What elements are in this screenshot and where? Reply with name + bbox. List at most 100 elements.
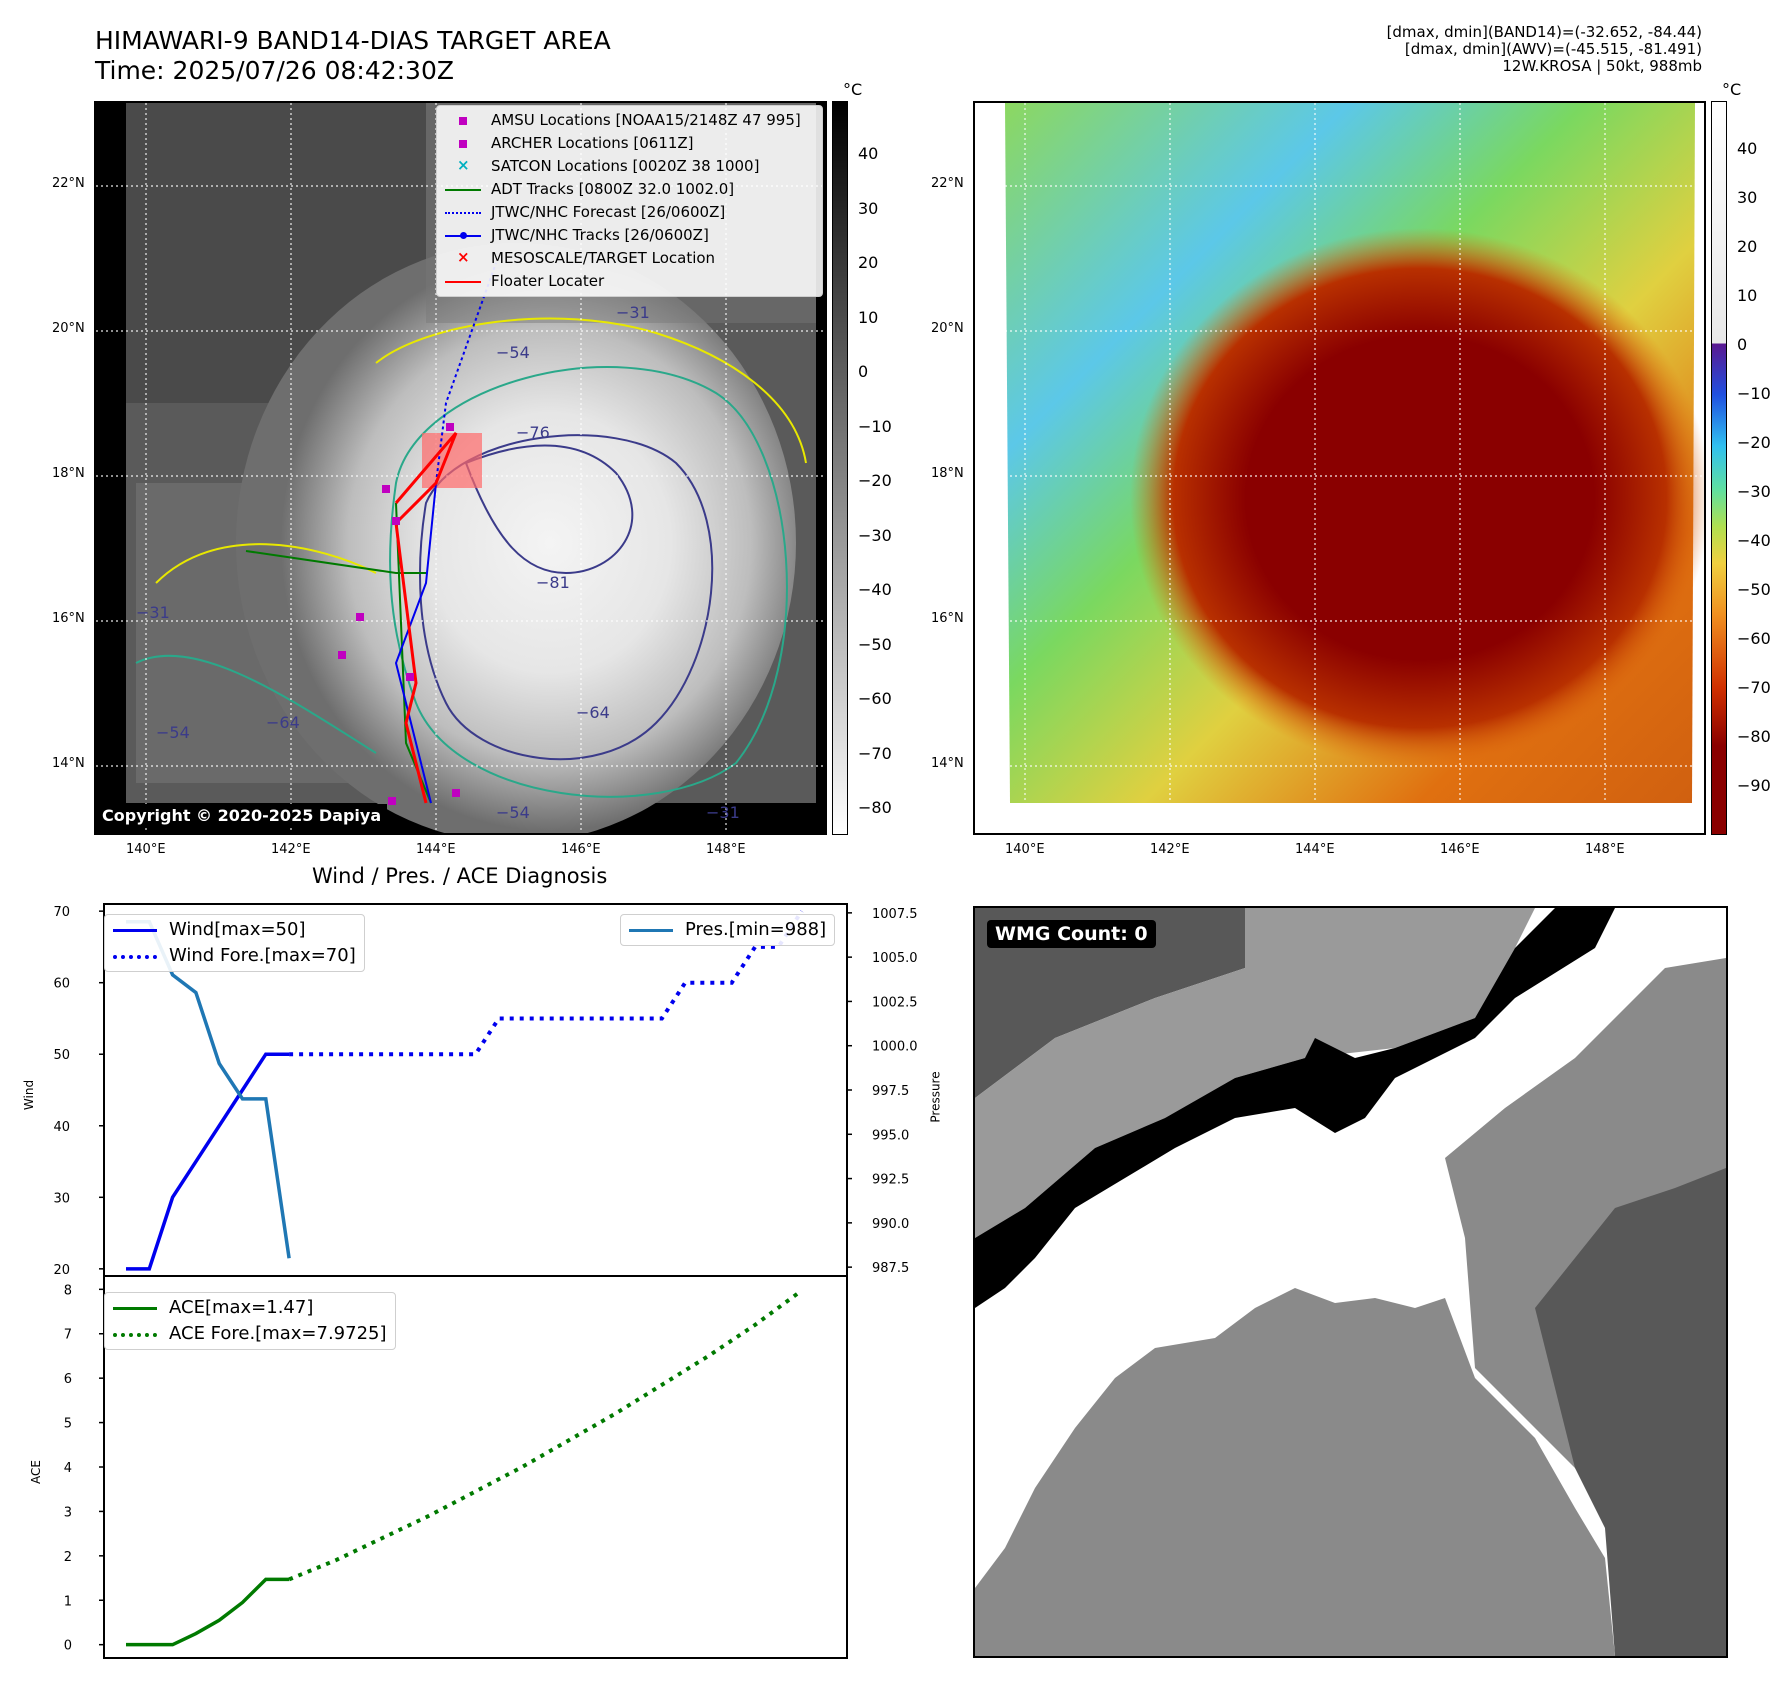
longitude-tick-label: 148°E <box>706 842 746 857</box>
legend-entry: Floater Locater <box>443 270 814 293</box>
legend-symbol <box>443 203 483 223</box>
pressure-tick-label: 1007.5 <box>872 907 918 922</box>
legend-entry: JTWC/NHC Tracks [26/0600Z] <box>443 224 814 247</box>
legend-symbol <box>443 226 483 246</box>
latitude-tick-label: 22°N <box>931 176 964 191</box>
ace-axis-label: ACE <box>28 1460 43 1484</box>
wind-tick-label: 30 <box>53 1191 70 1206</box>
ir-colorbar <box>832 101 848 835</box>
legend-label: JTWC/NHC Forecast [26/0600Z] <box>491 203 726 221</box>
latitude-tick-label: 16°N <box>931 611 964 626</box>
diagnosis-chart: 7060504030201007.51005.01002.51000.0997.… <box>53 903 918 1659</box>
longitude-tick-label: 148°E <box>1585 842 1625 857</box>
longitude-tick-label: 140°E <box>126 842 166 857</box>
pressure-tick-label: 995.0 <box>872 1128 909 1143</box>
contour-label: −31 <box>616 303 650 322</box>
colorbar-tick-label: 20 <box>858 253 879 272</box>
legend-symbol: × <box>457 155 470 174</box>
colorbar-tick-label: −90 <box>1737 776 1771 795</box>
page-title: HIMAWARI-9 BAND14-DIAS TARGET AREA <box>95 26 611 55</box>
colorbar-tick-label: 10 <box>1737 286 1758 305</box>
colorbar-tick-label: 30 <box>1737 188 1758 207</box>
colorbar-tick-label: 10 <box>858 307 879 327</box>
ace-tick-label: 5 <box>64 1417 72 1432</box>
legend-pressure: Pres.[min=988] <box>629 917 826 943</box>
ir-colorbar-unit: °C <box>843 80 863 99</box>
colorbar-tick-label: −60 <box>1737 629 1771 648</box>
colorbar-tick-label: −50 <box>858 634 892 654</box>
colorbar-tick-label: 0 <box>1737 335 1748 354</box>
colorbar-tick-label: −20 <box>858 471 892 490</box>
wv-map-panel <box>973 101 1706 835</box>
series-line-0 <box>126 1052 290 1271</box>
colorbar-tick-label: −70 <box>858 743 892 763</box>
legend-entry: × MESOSCALE/TARGET Location <box>443 247 814 270</box>
legend-symbol <box>443 134 483 154</box>
colorbar-tick-label: −40 <box>1737 531 1771 550</box>
legend-label: AMSU Locations [NOAA15/2148Z 47 995] <box>491 111 801 129</box>
wv-map-canvas <box>975 103 1704 833</box>
series-line-2 <box>126 919 291 1259</box>
wind-tick-label: 40 <box>53 1120 70 1135</box>
colorbar-tick-label: 40 <box>858 144 879 163</box>
ace-tick-label: 2 <box>64 1550 72 1565</box>
colorbar-tick-label: −60 <box>858 689 892 708</box>
colorbar-tick-label: 20 <box>1737 237 1758 256</box>
legend-label: ARCHER Locations [0611Z] <box>491 134 694 152</box>
legend-entry: ADT Tracks [0800Z 32.0 1002.0] <box>443 178 814 201</box>
contour-label: −64 <box>266 713 300 732</box>
longitude-tick-label: 144°E <box>1295 842 1335 857</box>
legend-ace-forecast: ACE Fore.[max=7.9725] <box>113 1321 387 1347</box>
copyright-notice: Copyright © 2020-2025 Dapiya <box>96 804 388 827</box>
colorbar-tick-label: −80 <box>1737 727 1771 746</box>
legend-symbol <box>443 111 483 131</box>
colorbar-tick-label: −50 <box>1737 580 1771 599</box>
legend-symbol: × <box>457 247 470 266</box>
ace-tick-label: 0 <box>64 1639 72 1654</box>
latitude-tick-label: 18°N <box>931 466 964 481</box>
wind-tick-label: 60 <box>53 977 70 992</box>
wmg-canvas <box>975 908 1726 1656</box>
legend-ace: ACE[max=1.47] <box>113 1295 387 1321</box>
pressure-tick-label: 987.5 <box>872 1261 909 1276</box>
ace-tick-label: 1 <box>64 1594 72 1609</box>
series-line-0 <box>126 1577 290 1647</box>
contour-label: −31 <box>706 803 740 822</box>
wind-tick-label: 20 <box>53 1263 70 1278</box>
contour-label: −81 <box>536 573 570 592</box>
colorbar-tick-label: 40 <box>1737 139 1758 158</box>
wind-axis-label: Wind <box>22 1079 37 1111</box>
contour-label: −54 <box>156 723 190 742</box>
legend-symbol <box>443 180 483 200</box>
pressure-tick-label: 1002.5 <box>872 995 918 1010</box>
ace-tick-label: 3 <box>64 1505 72 1520</box>
legend-label: JTWC/NHC Tracks [26/0600Z] <box>491 226 709 244</box>
wind-tick-label: 70 <box>53 905 70 920</box>
info-storm: 12W.KROSA | 50kt, 988mb <box>1502 57 1702 75</box>
pressure-tick-label: 1000.0 <box>872 1040 918 1055</box>
longitude-tick-label: 146°E <box>1440 842 1480 857</box>
legend-entry: JTWC/NHC Forecast [26/0600Z] <box>443 201 814 224</box>
longitude-tick-label: 144°E <box>416 842 456 857</box>
colorbar-tick-label: −70 <box>1737 678 1771 697</box>
pressure-tick-label: 997.5 <box>872 1084 909 1099</box>
wind-legend: Wind[max=50] Wind Fore.[max=70] <box>104 914 365 972</box>
legend-wind-forecast: Wind Fore.[max=70] <box>113 943 356 969</box>
ace-tick-label: 8 <box>64 1283 72 1298</box>
colorbar-tick-label: 30 <box>858 198 879 218</box>
contour-label: −76 <box>516 423 550 442</box>
latitude-tick-label: 22°N <box>52 176 85 191</box>
colorbar-tick-label: −30 <box>1737 482 1771 501</box>
ir-map-panel: Copyright © 2020-2025 Dapiya AMSU Locati… <box>94 101 827 835</box>
contour-label: −31 <box>136 603 170 622</box>
contour-label: −54 <box>496 343 530 362</box>
latitude-tick-label: 20°N <box>931 321 964 336</box>
pressure-tick-label: 1005.0 <box>872 951 918 966</box>
contour-label: −54 <box>496 803 530 822</box>
contour-label: −64 <box>576 703 610 722</box>
ir-map-legend: AMSU Locations [NOAA15/2148Z 47 995] ARCH… <box>436 105 823 297</box>
info-block: [dmax, dmin](BAND14)=(-32.652, -84.44) [… <box>1102 24 1702 75</box>
latitude-tick-label: 18°N <box>52 466 85 481</box>
wmg-panel: WMG Count: 0 <box>973 906 1728 1658</box>
longitude-tick-label: 146°E <box>561 842 601 857</box>
